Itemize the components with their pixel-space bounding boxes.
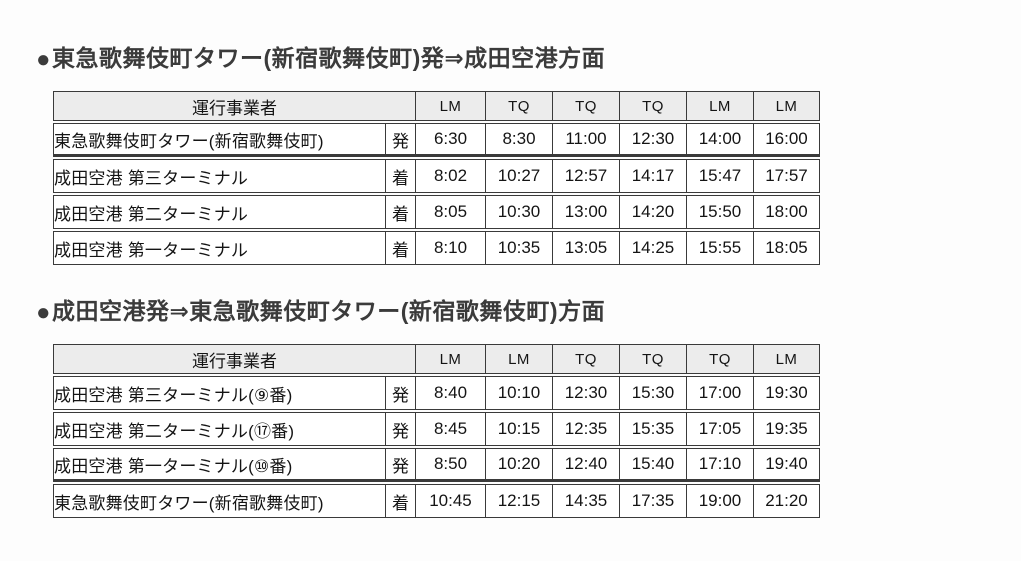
time-cell: 6:30 — [415, 123, 485, 157]
timetable: 運行事業者 LM LM TQ TQ TQ LM 成田空港 第三ターミナル(⑨番) 発 8:40… — [53, 342, 820, 520]
table-row: 成田空港 第三ターミナル着 8:02 10:27 12:57 14:17 15:47 17:… — [53, 159, 820, 193]
time-cell: 17:05 — [686, 412, 753, 446]
time-cell: 10:10 — [485, 376, 552, 410]
station-name: 東急歌舞伎町タワー(新宿歌舞伎町) — [53, 123, 385, 157]
station-name: 成田空港 第三ターミナル(⑨番) — [53, 376, 385, 410]
time-cell: 8:05 — [415, 195, 485, 229]
station-name: 成田空港 第一ターミナル — [53, 231, 385, 265]
carrier-code: TQ — [485, 91, 552, 121]
timetable: 運行事業者 LM TQ TQ TQ LM LM 東急歌舞伎町タワー(新宿歌舞伎町) 発 6:3… — [53, 89, 820, 267]
station-name: 成田空港 第一ターミナル(⑩番) — [53, 448, 385, 482]
dep-arr-label: 発 — [385, 376, 415, 410]
time-cell: 14:20 — [619, 195, 686, 229]
time-cell: 14:17 — [619, 159, 686, 193]
table-row: 東急歌舞伎町タワー(新宿歌舞伎町) 発 6:30 8:30 11:00 12:30 14:0… — [53, 123, 820, 157]
station-name: 成田空港 第二ターミナル — [53, 195, 385, 229]
time-cell: 15:40 — [619, 448, 686, 482]
time-cell: 12:35 — [552, 412, 619, 446]
time-cell: 11:00 — [552, 123, 619, 157]
time-cell: 12:40 — [552, 448, 619, 482]
time-cell: 19:35 — [753, 412, 820, 446]
time-cell: 17:57 — [753, 159, 820, 193]
table-row: 成田空港 第三ターミナル(⑨番) 発 8:40 10:10 12:30 15:30 17:0… — [53, 376, 820, 410]
dep-arr-label: 着 — [385, 484, 415, 518]
carrier-code: LM — [415, 344, 485, 374]
carrier-code: TQ — [686, 344, 753, 374]
time-cell: 21:20 — [753, 484, 820, 518]
timetable-section: ●東急歌舞伎町タワー(新宿歌舞伎町)発⇒成田空港方面 運行事業者 LM TQ TQ T… — [36, 42, 1021, 267]
time-cell: 14:25 — [619, 231, 686, 265]
time-cell: 15:50 — [686, 195, 753, 229]
carrier-code: LM — [753, 344, 820, 374]
time-cell: 15:30 — [619, 376, 686, 410]
section-title: ●成田空港発⇒東急歌舞伎町タワー(新宿歌舞伎町)方面 — [36, 295, 1021, 329]
time-cell: 12:30 — [619, 123, 686, 157]
bullet-icon: ● — [36, 299, 51, 326]
operator-header: 運行事業者 — [53, 91, 415, 121]
time-cell: 17:35 — [619, 484, 686, 518]
time-cell: 8:10 — [415, 231, 485, 265]
time-cell: 17:00 — [686, 376, 753, 410]
time-cell: 10:15 — [485, 412, 552, 446]
section-title-text: 東急歌舞伎町タワー(新宿歌舞伎町)発⇒成田空港方面 — [52, 45, 606, 71]
time-cell: 18:00 — [753, 195, 820, 229]
time-cell: 17:10 — [686, 448, 753, 482]
time-cell: 12:15 — [485, 484, 552, 518]
time-cell: 8:40 — [415, 376, 485, 410]
time-cell: 8:45 — [415, 412, 485, 446]
bullet-icon: ● — [36, 46, 51, 73]
time-cell: 15:35 — [619, 412, 686, 446]
time-cell: 13:00 — [552, 195, 619, 229]
carrier-code: LM — [753, 91, 820, 121]
time-cell: 8:50 — [415, 448, 485, 482]
dep-arr-label: 着 — [385, 231, 415, 265]
table-row: 東急歌舞伎町タワー(新宿歌舞伎町) 着 10:45 12:15 14:35 17:35 19… — [53, 484, 820, 518]
time-cell: 19:40 — [753, 448, 820, 482]
table-row: 成田空港 第二ターミナル(⑰番) 発 8:45 10:15 12:35 15:35 17:0… — [53, 412, 820, 446]
station-name: 成田空港 第二ターミナル(⑰番) — [53, 412, 385, 446]
station-name: 成田空港 第三ターミナル — [53, 159, 385, 193]
time-cell: 8:30 — [485, 123, 552, 157]
operator-header: 運行事業者 — [53, 344, 415, 374]
section-title: ●東急歌舞伎町タワー(新宿歌舞伎町)発⇒成田空港方面 — [36, 42, 1021, 76]
dep-arr-label: 発 — [385, 448, 415, 482]
timetable-section: ●成田空港発⇒東急歌舞伎町タワー(新宿歌舞伎町)方面 運行事業者 LM LM TQ T… — [36, 295, 1021, 520]
time-cell: 13:05 — [552, 231, 619, 265]
table-row: 成田空港 第二ターミナル着 8:05 10:30 13:00 14:20 15:50 18:… — [53, 195, 820, 229]
carrier-code: TQ — [619, 344, 686, 374]
time-cell: 10:27 — [485, 159, 552, 193]
dep-arr-label: 着 — [385, 195, 415, 229]
time-cell: 14:35 — [552, 484, 619, 518]
time-cell: 10:20 — [485, 448, 552, 482]
time-cell: 10:30 — [485, 195, 552, 229]
carrier-code: LM — [686, 91, 753, 121]
dep-arr-label: 発 — [385, 412, 415, 446]
carrier-code: TQ — [619, 91, 686, 121]
time-cell: 14:00 — [686, 123, 753, 157]
carrier-code: TQ — [552, 344, 619, 374]
carrier-code: LM — [485, 344, 552, 374]
section-title-text: 成田空港発⇒東急歌舞伎町タワー(新宿歌舞伎町)方面 — [52, 298, 606, 324]
time-cell: 12:57 — [552, 159, 619, 193]
dep-arr-label: 着 — [385, 159, 415, 193]
time-cell: 12:30 — [552, 376, 619, 410]
table-row: 成田空港 第一ターミナル着 8:10 10:35 13:05 14:25 15:55 18:… — [53, 231, 820, 265]
carrier-code: TQ — [552, 91, 619, 121]
carrier-code: LM — [415, 91, 485, 121]
dep-arr-label: 発 — [385, 123, 415, 157]
time-cell: 15:47 — [686, 159, 753, 193]
header-row: 運行事業者 LM LM TQ TQ TQ LM — [53, 344, 820, 374]
time-cell: 10:45 — [415, 484, 485, 518]
table-row: 成田空港 第一ターミナル(⑩番) 発 8:50 10:20 12:40 15:40 17:1… — [53, 448, 820, 482]
time-cell: 19:30 — [753, 376, 820, 410]
time-cell: 8:02 — [415, 159, 485, 193]
time-cell: 19:00 — [686, 484, 753, 518]
header-row: 運行事業者 LM TQ TQ TQ LM LM — [53, 91, 820, 121]
station-name: 東急歌舞伎町タワー(新宿歌舞伎町) — [53, 484, 385, 518]
time-cell: 10:35 — [485, 231, 552, 265]
time-cell: 18:05 — [753, 231, 820, 265]
time-cell: 15:55 — [686, 231, 753, 265]
time-cell: 16:00 — [753, 123, 820, 157]
